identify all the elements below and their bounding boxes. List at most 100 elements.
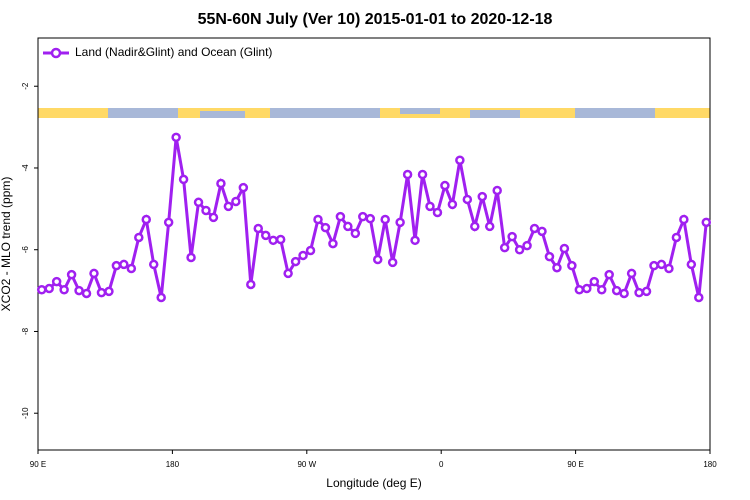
data-point: [156, 292, 166, 303]
data-point: [596, 285, 607, 295]
data-point: [440, 180, 450, 191]
legend-marker: [50, 47, 62, 59]
data-point: [499, 242, 510, 253]
data-point: [425, 201, 435, 212]
data-point: [171, 132, 181, 143]
data-point: [679, 214, 689, 225]
data-point: [126, 263, 137, 274]
data-point: [447, 199, 458, 210]
data-point: [567, 260, 577, 271]
data-point: [238, 182, 249, 193]
data-point: [350, 228, 361, 239]
x-tick-label: 180: [166, 460, 180, 469]
data-point: [320, 222, 331, 233]
data-point: [559, 243, 570, 254]
data-point: [492, 185, 502, 196]
x-tick-label: 90 E: [30, 460, 46, 469]
data-point: [104, 286, 114, 297]
data-point: [544, 251, 555, 262]
data-point: [328, 238, 338, 249]
data-point: [74, 285, 84, 296]
data-point: [148, 259, 159, 270]
data-point: [529, 223, 540, 234]
data-point: [186, 252, 196, 263]
data-point: [470, 221, 480, 232]
data-point: [343, 221, 353, 232]
data-point: [141, 214, 152, 225]
data-point: [96, 287, 107, 298]
data-point: [671, 232, 682, 243]
data-point: [694, 292, 704, 303]
data-point: [253, 223, 264, 234]
data-point: [223, 201, 234, 212]
chart-title: 55N-60N July (Ver 10) 2015-01-01 to 2020…: [198, 11, 553, 28]
data-point: [358, 211, 368, 222]
data-point: [432, 207, 443, 218]
data-point: [260, 230, 271, 241]
data-point: [81, 288, 92, 299]
y-tick-label: -8: [21, 327, 30, 335]
data-point: [111, 260, 122, 271]
data-point: [656, 259, 667, 270]
y-tick-label: -10: [21, 407, 30, 419]
data-point: [395, 217, 405, 228]
data-point: [313, 214, 323, 225]
data-point: [372, 254, 383, 265]
data-point: [36, 285, 47, 295]
data-point: [59, 285, 69, 295]
data-point: [455, 155, 465, 165]
data-point: [619, 288, 629, 299]
data-point: [611, 285, 622, 296]
data-point: [552, 262, 562, 273]
data-point: [208, 212, 219, 223]
data-point: [387, 257, 398, 268]
data-point: [66, 269, 77, 280]
data-point: [664, 263, 674, 274]
x-tick-label: 180: [703, 460, 717, 469]
y-tick-label: -6: [21, 246, 30, 254]
data-point: [298, 250, 308, 261]
x-tick-label: 0: [439, 460, 444, 469]
data-point: [641, 286, 652, 297]
data-point: [574, 285, 585, 295]
y-tick-label: -4: [21, 164, 30, 172]
x-tick-label: 90 E: [567, 460, 583, 469]
data-point: [275, 234, 286, 245]
data-point: [380, 214, 390, 225]
data-point: [514, 244, 525, 255]
data-point: [417, 169, 428, 180]
map-strip: [38, 108, 710, 118]
data-point: [216, 178, 226, 189]
data-point: [582, 283, 592, 294]
plot-frame: [37, 37, 711, 451]
data-point: [283, 268, 293, 279]
data-point: [89, 268, 99, 279]
data-point: [462, 194, 473, 205]
data-point: [477, 191, 488, 202]
data-point: [537, 226, 547, 237]
legend-label: Land (Nadir&Glint) and Ocean (Glint): [75, 45, 272, 59]
data-point: [335, 211, 346, 222]
data-point: [134, 232, 144, 243]
y-tick-label: -2: [21, 82, 30, 90]
data-point: [686, 259, 697, 270]
data-point: [604, 269, 614, 280]
data-point: [193, 197, 204, 208]
data-point: [290, 256, 301, 267]
data-point: [522, 240, 532, 251]
data-point: [410, 235, 420, 246]
data-point: [178, 174, 189, 185]
data-point: [634, 287, 644, 298]
data-point: [201, 205, 211, 216]
data-point: [507, 231, 517, 242]
data-point: [44, 283, 54, 294]
data-point: [484, 221, 495, 232]
data-point: [163, 217, 174, 228]
data-point: [402, 169, 413, 180]
y-axis-label: XCO2 - MLO trend (ppm): [0, 177, 13, 312]
data-point: [246, 279, 256, 290]
data-point: [231, 196, 241, 207]
data-point: [626, 268, 637, 279]
x-tick-label: 90 W: [297, 460, 316, 469]
